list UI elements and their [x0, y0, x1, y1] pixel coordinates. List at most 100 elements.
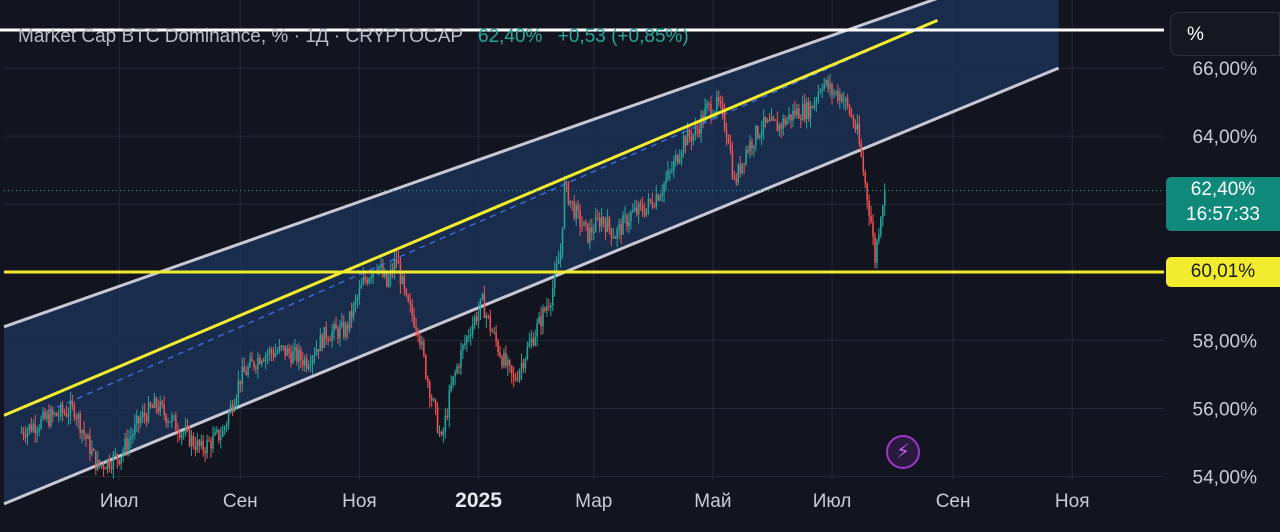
candle-body: [376, 269, 378, 272]
x-tick-label: Сен: [223, 491, 258, 512]
candle-body: [81, 430, 83, 434]
candle-body: [471, 324, 474, 335]
candle-body: [341, 322, 343, 327]
candle-body: [678, 158, 681, 163]
candle-body: [89, 435, 91, 455]
candle-body: [721, 103, 724, 110]
candle-body: [669, 170, 671, 172]
candle-body: [296, 347, 298, 362]
candle-body: [167, 421, 169, 423]
candle-body: [495, 332, 497, 342]
candle-body: [307, 365, 310, 369]
candle-body: [731, 149, 734, 177]
candle-body: [372, 270, 374, 278]
candle-body: [546, 306, 548, 311]
candle-body: [739, 164, 742, 174]
candle-body: [477, 311, 480, 322]
candle-body: [667, 170, 669, 179]
candle-body: [446, 415, 449, 418]
candle-body: [620, 223, 622, 235]
candle-body: [671, 170, 673, 172]
candle-body: [259, 357, 261, 364]
candle-body: [641, 205, 644, 212]
candle-body: [55, 412, 58, 417]
candle-body: [813, 102, 816, 108]
candle-body: [165, 414, 167, 423]
candle-body: [569, 200, 572, 205]
candle-body: [438, 431, 441, 433]
candle-body: [264, 355, 267, 361]
candle-body: [124, 438, 126, 451]
candle-body: [134, 423, 136, 434]
candle-body: [61, 405, 64, 413]
lightning-icon[interactable]: ⚡: [886, 435, 920, 469]
candle-body: [50, 410, 52, 426]
candle-body: [803, 103, 806, 120]
candle-body: [409, 301, 411, 305]
candle-body: [241, 366, 244, 385]
candle-body: [780, 124, 783, 129]
regression-channel[interactable]: [3, 0, 1060, 506]
candle-body: [811, 106, 814, 108]
candle-body: [136, 416, 138, 424]
candle-body: [270, 349, 273, 354]
candle-body: [643, 211, 646, 216]
candle-body: [147, 402, 150, 423]
candle-body: [356, 297, 359, 300]
candle-body: [817, 92, 820, 100]
x-tick-label: Май: [694, 491, 731, 512]
candle-body: [221, 430, 224, 437]
candle-body: [294, 347, 296, 352]
candle-body: [727, 137, 730, 144]
candle-body: [137, 416, 140, 424]
candle-body: [799, 118, 802, 120]
candle-body: [716, 97, 718, 112]
candle-body: [542, 308, 544, 327]
candle-body: [647, 199, 650, 208]
candle-body: [469, 334, 472, 337]
candle-body: [257, 357, 259, 369]
candle-body: [368, 278, 370, 284]
candle-body: [387, 277, 390, 287]
candle-body: [688, 129, 691, 137]
candle-body: [337, 328, 339, 339]
candle-body: [632, 210, 634, 213]
candle-body: [530, 338, 533, 343]
horizontal-level-tag: 60,01%: [1166, 257, 1280, 287]
candle-body: [237, 380, 240, 398]
time-axis[interactable]: Июл Сен Ноя 2025 Мар Май Июл Сен Ноя: [100, 489, 1090, 512]
candle-body: [280, 346, 283, 348]
candle-body: [468, 336, 470, 338]
price-scale-unit-button[interactable]: %: [1170, 12, 1280, 56]
candle-body: [141, 412, 144, 418]
candle-body: [622, 215, 624, 235]
last-value: 62,40%: [478, 26, 543, 47]
candle-body: [686, 129, 689, 146]
candle-body: [770, 117, 773, 121]
candle-body: [430, 398, 433, 401]
y-tick-label: 54,00%: [1193, 468, 1258, 489]
candle-body: [155, 398, 158, 408]
candle-body: [169, 421, 171, 423]
candle-body: [809, 106, 812, 119]
candle-body: [723, 109, 726, 130]
chart-overlays: [0, 19, 1164, 417]
current-price-value: 62,40%: [1190, 179, 1256, 200]
candle-body: [24, 435, 27, 438]
candle-body: [762, 116, 765, 131]
candle-body: [425, 355, 427, 379]
candle-body: [112, 454, 115, 470]
y-tick-label: 56,00%: [1193, 400, 1258, 421]
candle-body: [255, 367, 257, 369]
candle-body: [796, 108, 798, 115]
candle-body: [102, 464, 105, 469]
candle-body: [626, 215, 628, 227]
candle-body: [178, 433, 181, 438]
price-change: +0,53 (+0,85%): [557, 26, 689, 47]
candle-body: [95, 450, 97, 470]
candle-body: [87, 435, 89, 439]
candle-body: [69, 401, 72, 415]
candle-body: [120, 456, 122, 464]
y-tick-label: 58,00%: [1193, 331, 1258, 352]
